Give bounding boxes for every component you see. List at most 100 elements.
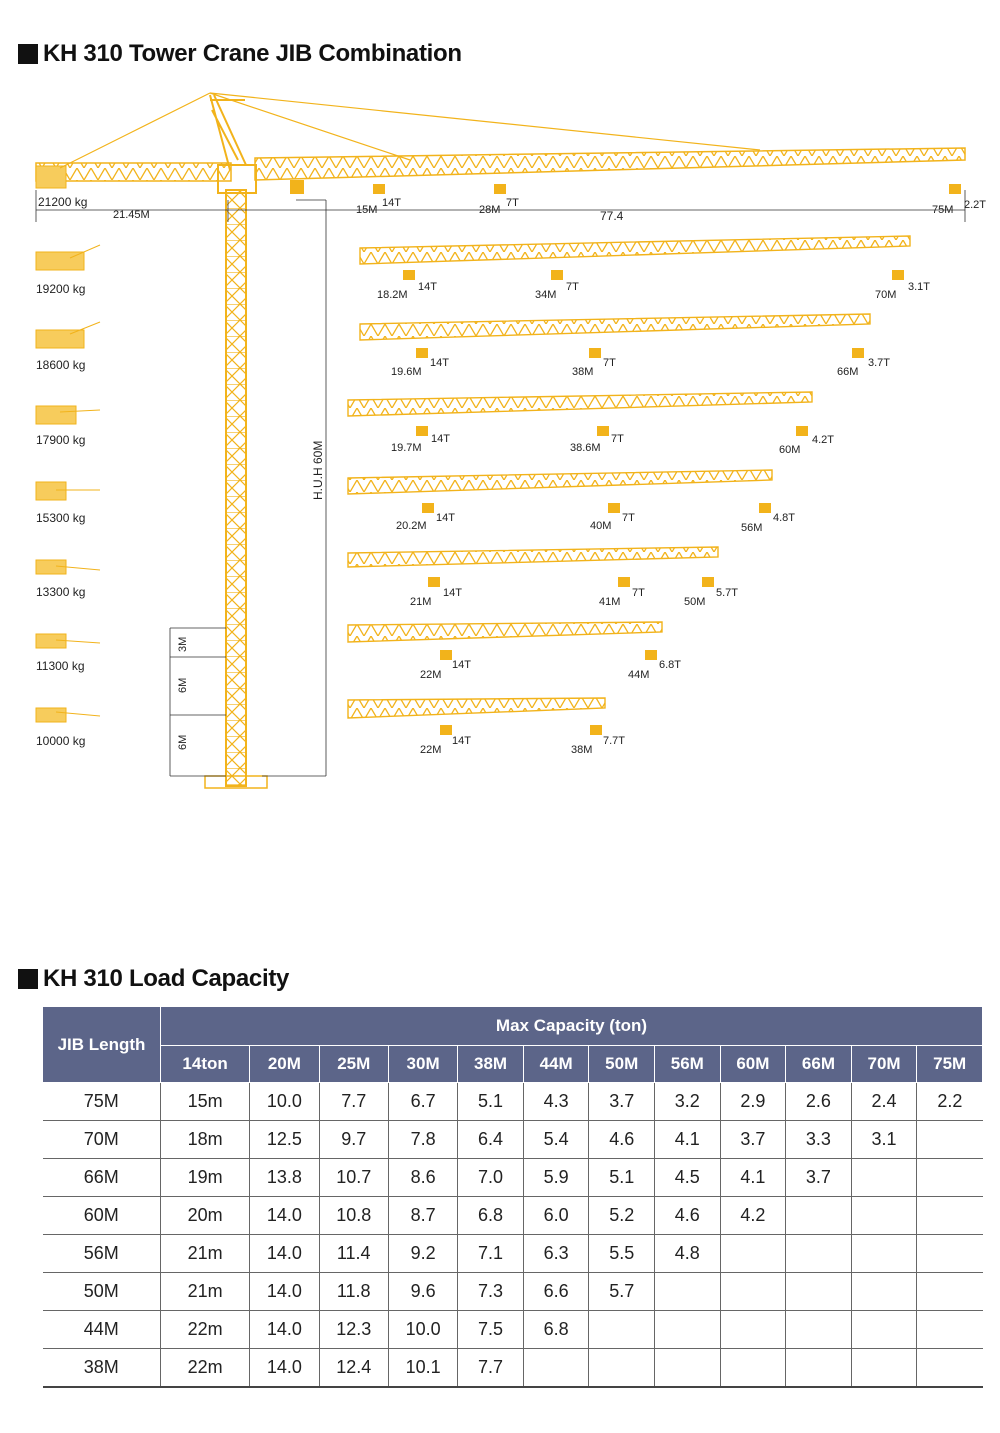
capacity-cell	[719, 1348, 786, 1388]
counterweight-label: 15300 kg	[36, 511, 85, 525]
table-row: 50M 21m 14.0 11.8 9.6 7.3 6.6 5.7	[42, 1272, 983, 1311]
capacity-cell	[719, 1272, 786, 1311]
capacity-cell	[654, 1348, 721, 1388]
capacity-cell	[850, 1158, 917, 1197]
jib-60m	[347, 391, 813, 436]
capacity-cell	[522, 1348, 589, 1388]
load-capacity-table: JIB Length Max Capacity (ton) 14ton 20M 25…	[42, 1006, 983, 1388]
capacity-cell: 8.7	[387, 1196, 458, 1235]
capacity-cell: 3.7	[588, 1082, 655, 1121]
height-label: H.U.H 60M	[311, 441, 325, 500]
capacity-cell: 5.4	[522, 1120, 589, 1159]
title-bullet-icon	[18, 44, 38, 64]
mast-section-label: 3M	[177, 637, 189, 652]
capacity-cell	[850, 1234, 917, 1273]
load-point-distance: 38M	[571, 744, 592, 756]
capacity-cell	[916, 1272, 983, 1311]
load-point-distance: 50M	[684, 596, 705, 608]
capacity-cell: 3.1	[850, 1120, 917, 1159]
load-point-capacity: 7.7T	[603, 735, 625, 747]
capacity-cell: 14.0	[249, 1348, 320, 1388]
capacity-cell: 3.7	[719, 1120, 786, 1159]
capacity-cell: 14.0	[249, 1234, 320, 1273]
section-title-load-capacity: KH 310 Load Capacity	[18, 965, 289, 993]
jib-length-cell: 75M	[42, 1082, 161, 1121]
section-title-jib-combination: KH 310 Tower Crane JIB Combination	[18, 40, 462, 68]
table-row: 56M 21m 14.0 11.4 9.2 7.1 6.3 5.5 4.8	[42, 1234, 983, 1273]
capacity-cell	[654, 1310, 721, 1349]
table-row: 70M 18m 12.5 9.7 7.8 6.4 5.4 4.6 4.1 3.7 3.3 3.1	[42, 1120, 983, 1159]
load-point-capacity: 3.1T	[908, 281, 930, 293]
capacity-cell: 18m	[159, 1120, 250, 1159]
load-point-distance: 38.6M	[570, 442, 601, 454]
capacity-cell	[719, 1310, 786, 1349]
load-point-capacity: 14T	[418, 281, 437, 293]
jib-length-cell: 56M	[42, 1234, 161, 1273]
capacity-cell	[916, 1158, 983, 1197]
main-crane	[35, 92, 966, 789]
hook-icon	[373, 184, 385, 194]
capacity-cell	[916, 1234, 983, 1273]
load-point-capacity: 2.2T	[964, 199, 986, 211]
section-title-text: KH 310 Tower Crane JIB Combination	[43, 40, 462, 67]
capacity-cell: 22m	[159, 1348, 250, 1388]
capacity-cell: 7.5	[457, 1310, 524, 1349]
capacity-cell: 19m	[159, 1158, 250, 1197]
column-header: 56M	[654, 1045, 721, 1083]
capacity-cell: 6.8	[522, 1310, 589, 1349]
counterweight-label: 13300 kg	[36, 585, 85, 599]
capacity-cell: 4.3	[522, 1082, 589, 1121]
jib-56m	[347, 469, 773, 513]
capacity-cell: 5.9	[522, 1158, 589, 1197]
capacity-cell: 2.2	[916, 1082, 983, 1121]
capacity-cell: 4.1	[719, 1158, 786, 1197]
capacity-cell: 22m	[159, 1310, 250, 1349]
capacity-cell	[785, 1348, 852, 1388]
load-point-capacity: 14T	[452, 659, 471, 671]
main-jib	[254, 147, 966, 181]
capacity-cell	[588, 1310, 655, 1349]
load-point-capacity: 7T	[622, 512, 635, 524]
capacity-cell: 7.0	[457, 1158, 524, 1197]
load-point-distance: 28M	[479, 204, 500, 216]
capacity-cell: 11.4	[318, 1234, 389, 1273]
counterweight-label: 11300 kg	[36, 659, 85, 673]
capacity-cell	[916, 1310, 983, 1349]
capacity-cell: 2.4	[850, 1082, 917, 1121]
load-point-distance: 56M	[741, 522, 762, 534]
capacity-cell	[916, 1348, 983, 1388]
jib-70m	[359, 235, 911, 280]
table-body: 75M 15m 10.0 7.7 6.7 5.1 4.3 3.7 3.2 2.9 2.6 2.4 2.2…	[42, 1082, 983, 1388]
capacity-cell: 4.6	[654, 1196, 721, 1235]
crane-jib-diagram: 21200 kg 21.45M 77.4 H.U.H 60M 3M 6M 6M …	[35, 92, 986, 789]
capacity-cell: 5.5	[588, 1234, 655, 1273]
load-point-distance: 60M	[779, 444, 800, 456]
capacity-cell: 12.5	[249, 1120, 320, 1159]
capacity-cell: 12.4	[318, 1348, 389, 1388]
load-point-capacity: 7T	[632, 587, 645, 599]
capacity-cell: 4.6	[588, 1120, 655, 1159]
load-point-distance: 70M	[875, 289, 896, 301]
column-header: 14ton	[159, 1045, 251, 1083]
capacity-cell	[850, 1196, 917, 1235]
load-point-distance: 44M	[628, 669, 649, 681]
capacity-cell: 21m	[159, 1272, 250, 1311]
load-point-capacity: 14T	[430, 357, 449, 369]
table-row: 75M 15m 10.0 7.7 6.7 5.1 4.3 3.7 3.2 2.9 2.6 2.4 2.2	[42, 1082, 983, 1121]
counterweight-label: 18600 kg	[36, 358, 85, 372]
capacity-cell: 10.1	[387, 1348, 458, 1388]
capacity-cell: 6.8	[457, 1196, 524, 1235]
capacity-cell: 21m	[159, 1234, 250, 1273]
capacity-cell: 10.0	[387, 1310, 458, 1349]
jib-44m	[347, 621, 663, 660]
header-jib-length: JIB Length	[42, 1006, 161, 1083]
tower-head	[209, 94, 247, 171]
jib-length-cell: 70M	[42, 1120, 161, 1159]
load-point-distance: 75M	[932, 204, 953, 216]
jib-50m	[347, 546, 719, 587]
capacity-cell: 3.3	[785, 1120, 852, 1159]
capacity-cell	[850, 1310, 917, 1349]
capacity-cell: 12.3	[318, 1310, 389, 1349]
capacity-cell: 14.0	[249, 1310, 320, 1349]
capacity-cell: 14.0	[249, 1196, 320, 1235]
